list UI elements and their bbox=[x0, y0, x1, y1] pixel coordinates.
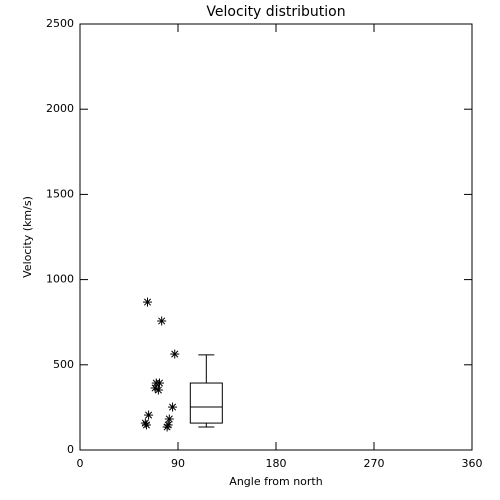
asterisk-stroke bbox=[169, 403, 177, 411]
chart-title: Velocity distribution bbox=[206, 4, 345, 20]
asterisk-stroke bbox=[145, 411, 153, 419]
asterisk-stroke bbox=[158, 317, 166, 325]
y-tick-label: 0 bbox=[67, 443, 74, 456]
point bbox=[157, 316, 167, 326]
x-axis-label: Angle from north bbox=[229, 475, 322, 488]
asterisk-stroke bbox=[143, 298, 152, 306]
point bbox=[164, 414, 174, 424]
asterisk-stroke bbox=[171, 350, 179, 358]
point bbox=[141, 420, 151, 430]
asterisk-stroke bbox=[165, 415, 173, 423]
y-tick-label: 1500 bbox=[46, 187, 74, 200]
x-tick-label: 270 bbox=[364, 457, 385, 470]
box bbox=[189, 382, 223, 424]
point bbox=[170, 349, 180, 359]
asterisk-stroke bbox=[142, 421, 150, 429]
asterisk-stroke bbox=[151, 384, 159, 392]
point bbox=[168, 402, 178, 412]
y-tick-label: 1000 bbox=[46, 273, 74, 286]
x-tick-label: 360 bbox=[462, 457, 483, 470]
point bbox=[143, 297, 153, 307]
y-tick-label: 2000 bbox=[46, 102, 74, 115]
y-tick-label: 2500 bbox=[46, 17, 74, 30]
x-tick-label: 180 bbox=[266, 457, 287, 470]
y-axis-label: Velocity (km/s) bbox=[21, 196, 34, 278]
asterisk-stroke bbox=[154, 386, 162, 394]
x-tick-label: 90 bbox=[171, 457, 185, 470]
plot-frame bbox=[79, 23, 473, 451]
x-tick-label: 0 bbox=[77, 457, 84, 470]
point bbox=[153, 385, 163, 395]
y-tick-label: 500 bbox=[53, 358, 74, 371]
point bbox=[162, 422, 172, 432]
asterisk-stroke bbox=[163, 423, 171, 431]
point bbox=[144, 410, 154, 420]
